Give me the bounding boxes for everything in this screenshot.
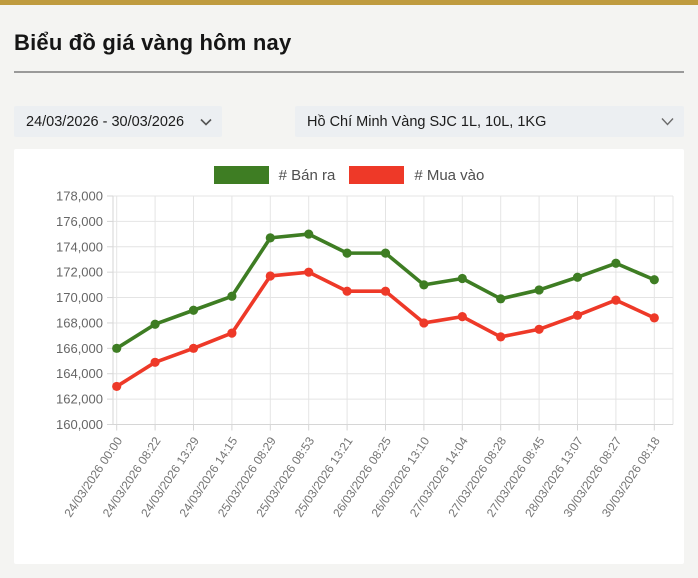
- legend-label-ban-ra: # Bán ra: [278, 166, 336, 184]
- data-point[interactable]: [457, 274, 467, 284]
- date-range-select[interactable]: 24/03/2026 - 30/03/2026: [14, 106, 222, 138]
- top-accent-bar: [0, 0, 698, 5]
- data-point[interactable]: [649, 313, 659, 323]
- data-point[interactable]: [496, 332, 506, 342]
- data-point[interactable]: [457, 312, 467, 322]
- title-divider: [14, 71, 684, 74]
- chart-legend: # Bán ra # Mua vào: [14, 164, 684, 186]
- chevron-down-icon: [200, 118, 212, 126]
- data-point[interactable]: [227, 292, 237, 302]
- y-tick-label: 170,000: [56, 290, 103, 305]
- series-ban-ra: [112, 229, 659, 354]
- y-tick-label: 178,000: [56, 189, 103, 204]
- filter-controls: 24/03/2026 - 30/03/2026 Hồ Chí Minh Vàng…: [14, 106, 684, 138]
- data-point[interactable]: [150, 320, 160, 330]
- y-tick-label: 176,000: [56, 214, 103, 229]
- data-point[interactable]: [419, 280, 429, 290]
- data-point[interactable]: [572, 273, 583, 283]
- gold-price-line-chart[interactable]: 178,000 176,000 174,000 172,000 170,000 168,0…: [14, 189, 678, 561]
- data-point[interactable]: [112, 344, 122, 354]
- data-point[interactable]: [572, 311, 583, 321]
- chart-card: # Bán ra # Mua vào 178,000 176,000 174,000…: [14, 149, 684, 565]
- product-select[interactable]: Hồ Chí Minh Vàng SJC 1L, 10L, 1KG: [295, 106, 684, 138]
- data-point[interactable]: [611, 259, 621, 269]
- date-range-value: 24/03/2026 - 30/03/2026: [26, 113, 185, 130]
- legend-item-mua-vao[interactable]: # Mua vào: [349, 166, 485, 185]
- data-point[interactable]: [534, 325, 544, 335]
- data-point[interactable]: [380, 248, 391, 259]
- data-point[interactable]: [534, 285, 544, 295]
- chevron-down-icon: [661, 117, 674, 126]
- series-mua-vao: [112, 267, 659, 392]
- product-value: Hồ Chí Minh Vàng SJC 1L, 10L, 1KG: [307, 113, 547, 130]
- legend-swatch-mua-vao: [349, 166, 405, 185]
- y-axis-labels: 178,000 176,000 174,000 172,000 170,000 168,0…: [56, 189, 103, 432]
- page-title: Biểu đồ giá vàng hôm nay: [14, 30, 292, 55]
- data-point[interactable]: [342, 286, 352, 297]
- y-tick-label: 162,000: [56, 392, 103, 407]
- data-point[interactable]: [419, 318, 429, 328]
- data-point[interactable]: [496, 294, 506, 304]
- data-point[interactable]: [649, 275, 659, 285]
- data-point[interactable]: [227, 328, 237, 339]
- legend-label-mua-vao: # Mua vào: [414, 166, 485, 184]
- y-tick-label: 174,000: [56, 240, 103, 255]
- y-tick-label: 164,000: [56, 367, 103, 382]
- data-point[interactable]: [265, 233, 275, 243]
- data-point[interactable]: [188, 306, 199, 316]
- data-point[interactable]: [304, 267, 314, 278]
- data-point[interactable]: [265, 271, 275, 281]
- y-tick-label: 166,000: [56, 341, 103, 356]
- data-point[interactable]: [380, 286, 391, 297]
- axes: [107, 195, 674, 431]
- y-tick-label: 172,000: [56, 265, 103, 280]
- data-point[interactable]: [342, 248, 352, 259]
- y-tick-label: 160,000: [56, 417, 103, 432]
- data-point[interactable]: [611, 295, 621, 306]
- gold-price-page: Biểu đồ giá vàng hôm nay 24/03/2026 - 30…: [0, 30, 698, 565]
- data-point[interactable]: [188, 344, 199, 354]
- legend-item-ban-ra[interactable]: # Bán ra: [213, 166, 336, 185]
- data-point[interactable]: [112, 382, 122, 392]
- legend-swatch-ban-ra: [213, 166, 269, 185]
- y-tick-label: 168,000: [56, 316, 103, 331]
- data-point[interactable]: [304, 229, 314, 240]
- data-point[interactable]: [150, 358, 160, 368]
